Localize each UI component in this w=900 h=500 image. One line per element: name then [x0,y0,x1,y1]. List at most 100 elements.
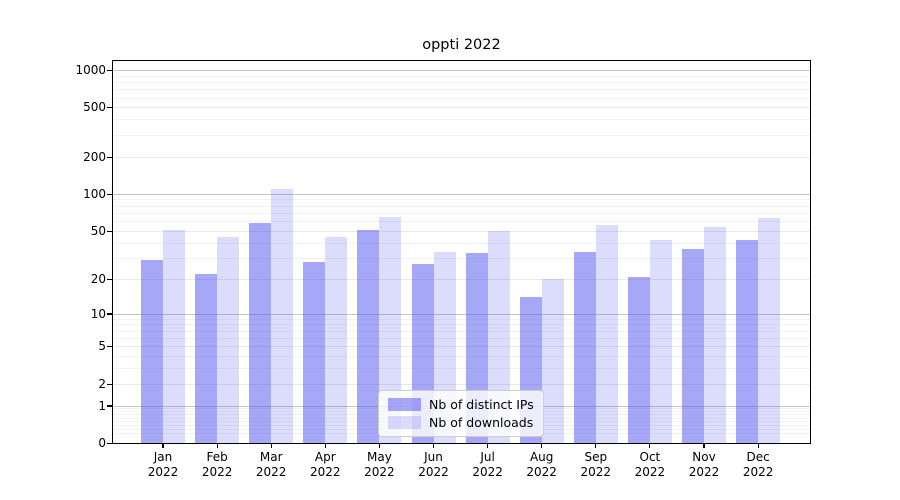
mid-gridline [113,383,810,385]
bar-downloads-oct [649,240,672,444]
minor-gridline [113,119,810,121]
mid-gridline [113,346,810,348]
mid-gridline [113,278,810,280]
legend-entry-downloads: Nb of downloads [388,414,534,430]
x-tick-label: May 2022 [351,450,407,480]
y-tick-label: 500 [83,100,106,115]
x-tick-month: Aug [529,450,554,464]
bar-downloads-jan [163,230,185,444]
bar-distinct-ips-jan [141,259,163,444]
bar-downloads-nov [704,227,726,444]
y-tick-mark [107,346,112,348]
legend-label-downloads: Nb of downloads [429,414,534,430]
bar-downloads-may [379,217,402,444]
x-tick-label: Dec 2022 [730,450,786,480]
x-tick-year: 2022 [418,465,449,479]
bar-distinct-ips-sep [573,251,596,444]
y-tick-label: 1000 [75,63,106,78]
y-tick-label: 100 [83,186,106,201]
x-tick-month: Jun [424,450,443,464]
y-tick-mark [107,230,112,232]
plot-area [112,60,811,444]
major-gridline [113,70,810,72]
bar-downloads-sep [595,225,618,444]
y-tick-label: 2 [98,376,106,391]
x-tick-month: Mar [259,450,283,464]
minor-gridline [113,97,810,99]
y-tick-mark [107,107,112,109]
x-tick-month: Dec [746,450,770,464]
x-tick-year: 2022 [201,465,233,479]
x-tick-label: Oct 2022 [622,450,678,480]
x-tick-year: 2022 [255,465,287,479]
y-tick-label: 5 [98,339,106,354]
x-tick-mark [757,444,759,448]
minor-gridline [113,330,810,332]
y-tick-mark [107,69,112,72]
x-tick-mark [649,444,651,448]
x-tick-year: 2022 [742,465,774,479]
bar-downloads-dec [758,218,781,444]
x-tick-label: Mar 2022 [243,450,299,480]
x-tick-month: Apr [314,450,336,464]
bar-distinct-ips-apr [303,261,326,444]
legend: Nb of distinct IPs Nb of downloads [378,390,544,437]
y-tick-mark [107,405,112,407]
legend-entry-distinct-ips: Nb of distinct IPs [388,396,534,412]
bar-distinct-ips-dec [736,240,759,444]
minor-gridline [113,257,810,259]
bar-distinct-ips-nov [682,248,704,444]
minor-gridline [113,337,810,339]
y-tick-label: 1 [98,398,106,413]
x-tick-year: 2022 [580,465,612,479]
bar-downloads-apr [325,236,348,444]
mid-gridline [113,156,810,158]
x-tick-label: Jan 2022 [135,450,191,480]
minor-gridline [113,242,810,244]
x-tick-mark [703,444,705,448]
legend-swatch-downloads [388,416,421,429]
x-tick-month: Jul [480,450,495,464]
minor-gridline [113,318,810,320]
y-tick-mark [107,383,112,385]
x-tick-year: 2022 [147,465,179,479]
bar-downloads-aug [541,279,564,444]
x-tick-month: Nov [692,450,716,464]
mid-gridline [113,230,810,232]
x-tick-month: May [366,450,392,464]
x-tick-month: Jan [153,450,173,464]
x-tick-month: Oct [639,450,661,464]
x-tick-year: 2022 [526,465,557,479]
y-tick-mark [107,156,112,158]
x-tick-year: 2022 [688,465,720,479]
y-tick-label: 50 [90,223,106,238]
x-tick-label: Apr 2022 [297,450,353,480]
x-tick-mark [162,444,164,448]
bar-distinct-ips-feb [195,274,218,444]
minor-gridline [113,221,810,223]
legend-swatch-distinct-ips [388,398,421,411]
minor-gridline [113,205,810,207]
x-tick-label: Aug 2022 [514,450,570,480]
x-tick-year: 2022 [634,465,666,479]
chart-title: oppti 2022 [422,37,501,53]
legend-label-distinct-ips: Nb of distinct IPs [429,396,534,412]
y-tick-mark [107,442,112,445]
x-tick-mark [432,444,435,448]
x-tick-mark [541,444,543,448]
minor-gridline [113,82,810,84]
bar-distinct-ips-oct [627,276,650,444]
bar-downloads-mar [271,189,294,444]
bar-downloads-feb [217,236,240,444]
minor-gridline [113,134,810,136]
minor-gridline [113,212,810,214]
minor-gridline [113,356,810,358]
major-gridline [113,193,810,195]
bar-distinct-ips-mar [249,223,272,444]
mid-gridline [113,107,810,109]
x-tick-label: Nov 2022 [676,450,732,480]
x-tick-mark [487,444,489,448]
y-tick-label: 10 [90,306,106,321]
x-tick-year: 2022 [364,465,395,479]
x-tick-mark [324,444,326,448]
